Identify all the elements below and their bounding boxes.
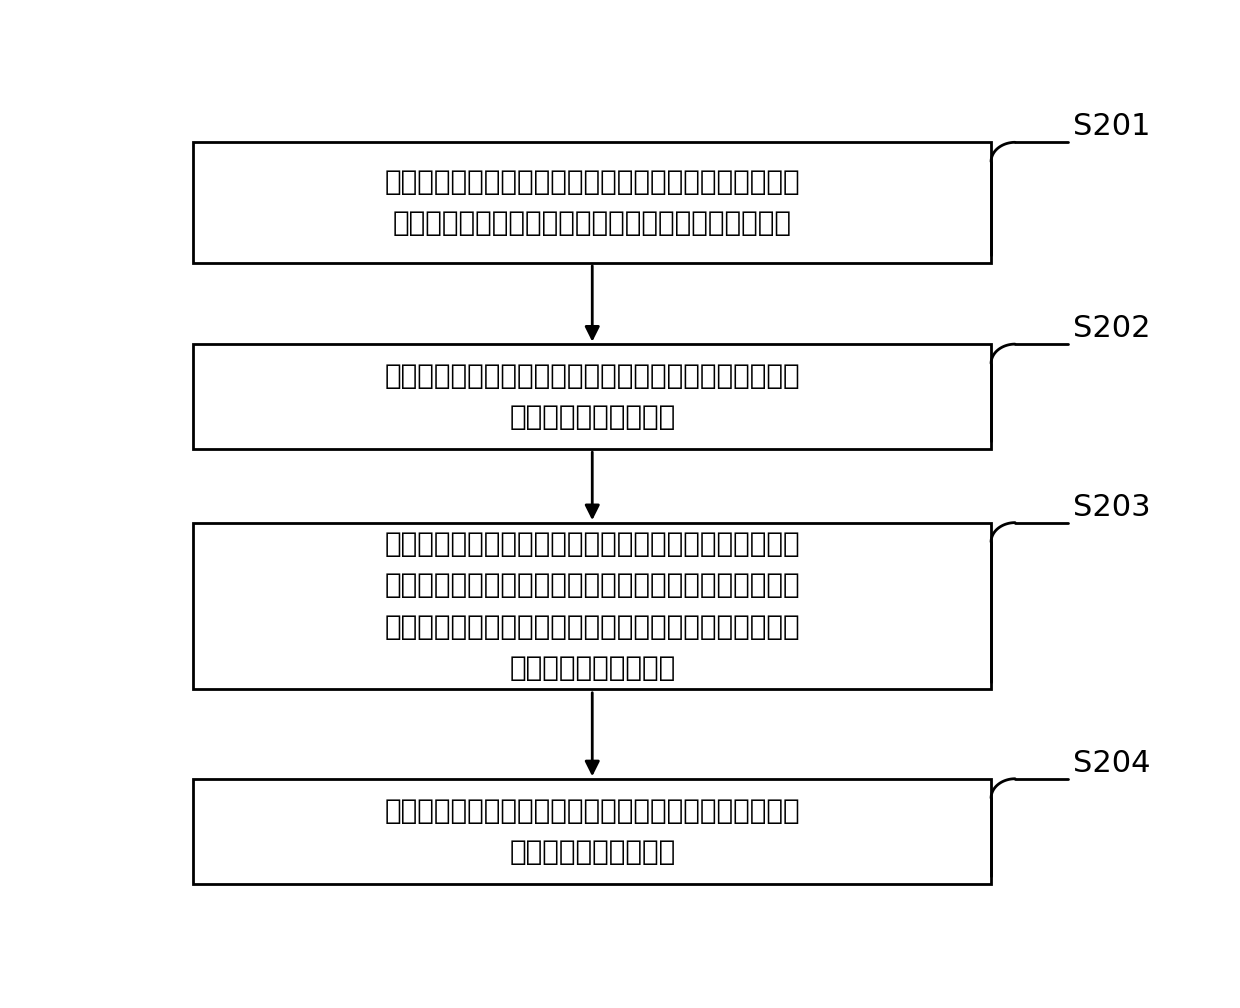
Text: 根据第二支管进口风压以及连接管阻力损失系数得到第二
个开机烟机的工作风压: 根据第二支管进口风压以及连接管阻力损失系数得到第二 个开机烟机的工作风压 [384,796,800,866]
Text: S203: S203 [1073,493,1151,521]
Text: S204: S204 [1073,749,1151,778]
FancyBboxPatch shape [193,522,991,689]
Text: S202: S202 [1073,314,1151,343]
FancyBboxPatch shape [193,142,991,263]
Text: 将第一烟道进口风压作为下一楼层的第二烟道出口风压，
根据下一楼层的烟道出口风量、第二烟道出口风压以及沿
程系数计算第二个开机烟机所在楼层的第二烟道进口风压
以及: 将第一烟道进口风压作为下一楼层的第二烟道出口风压， 根据下一楼层的烟道出口风量、… [384,530,800,681]
Text: 根据出口风量、出口风压以及沿程系数计算第一个开机烟
机所在楼层的第一烟道进口风压以及第一支管进口风压: 根据出口风量、出口风压以及沿程系数计算第一个开机烟 机所在楼层的第一烟道进口风压… [384,168,800,237]
FancyBboxPatch shape [193,344,991,449]
FancyBboxPatch shape [193,779,991,884]
Text: S201: S201 [1073,112,1151,141]
Text: 根据第一支管进口风压以及连接管阻力损失系数得到第一
个开机烟机的工作风压: 根据第一支管进口风压以及连接管阻力损失系数得到第一 个开机烟机的工作风压 [384,362,800,431]
